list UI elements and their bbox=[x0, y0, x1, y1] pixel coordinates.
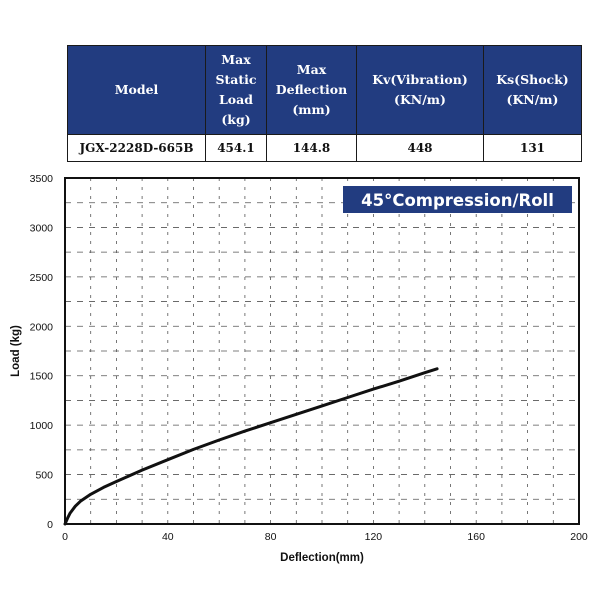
cell-ks: 131 bbox=[483, 134, 582, 162]
load-deflection-curve bbox=[63, 367, 439, 526]
spec-table: Model Max Static Load (kg) Max Deflection (mm… bbox=[67, 45, 582, 162]
plot-frame bbox=[64, 177, 580, 525]
y-tick-label: 3500 bbox=[30, 173, 54, 185]
y-tick-label: 2500 bbox=[30, 272, 54, 284]
x-tick-label: 40 bbox=[162, 531, 174, 543]
grid bbox=[65, 178, 579, 524]
header-max-deflection: Max Deflection (mm) bbox=[266, 45, 357, 135]
y-tick-label: 1000 bbox=[30, 420, 54, 432]
y-tick-label: 1500 bbox=[30, 371, 54, 383]
header-ks-shock: Ks(Shock) (KN/m) bbox=[483, 45, 582, 135]
cell-max-static-load: 454.1 bbox=[205, 134, 267, 162]
x-tick-label: 160 bbox=[467, 531, 485, 543]
header-model: Model bbox=[67, 45, 206, 135]
badge: 45°Compression/Roll bbox=[343, 186, 572, 213]
y-tick-label: 0 bbox=[47, 519, 53, 531]
x-tick-label: 120 bbox=[365, 531, 383, 543]
tick-labels: 0 40 80 120 160 20005001000150020002500300035… bbox=[30, 173, 588, 543]
x-axis-label: Deflection(mm) bbox=[280, 552, 364, 564]
cell-kv: 448 bbox=[356, 134, 484, 162]
badge-text: 45°Compression/Roll bbox=[361, 191, 554, 210]
y-tick-label: 2000 bbox=[30, 321, 54, 333]
y-tick-label: 3000 bbox=[30, 222, 54, 234]
x-tick-label: 80 bbox=[265, 531, 277, 543]
cell-max-deflection: 144.8 bbox=[266, 134, 357, 162]
x-tick-label: 0 bbox=[62, 531, 68, 543]
spec-data-row: JGX-2228D-665B 454.1 144.8 448 131 bbox=[67, 134, 582, 162]
badge-background bbox=[343, 186, 572, 213]
y-tick-label: 500 bbox=[35, 470, 53, 482]
x-tick-label: 200 bbox=[570, 531, 588, 543]
y-axis-label: Load (kg) bbox=[10, 325, 22, 377]
spec-header-row: Model Max Static Load (kg) Max Deflection (mm… bbox=[67, 45, 582, 135]
